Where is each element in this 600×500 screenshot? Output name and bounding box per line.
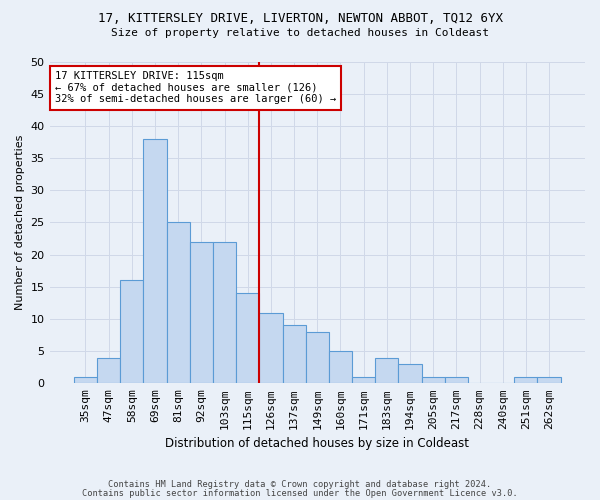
Bar (74, 377, 97, 384)
Bar (329, 351, 352, 384)
Bar (283, 326, 305, 384)
Bar (143, 138, 167, 384)
Bar (305, 332, 329, 384)
Bar (514, 377, 538, 384)
Bar (120, 280, 143, 384)
Bar (213, 242, 236, 384)
Bar (259, 312, 283, 384)
X-axis label: Distribution of detached houses by size in Coldeast: Distribution of detached houses by size … (165, 437, 469, 450)
Bar (538, 377, 560, 384)
Text: Contains public sector information licensed under the Open Government Licence v3: Contains public sector information licen… (82, 488, 518, 498)
Bar (398, 364, 422, 384)
Bar (352, 377, 375, 384)
Bar (422, 377, 445, 384)
Bar (190, 242, 213, 384)
Bar (236, 293, 259, 384)
Bar (375, 358, 398, 384)
Text: 17 KITTERSLEY DRIVE: 115sqm
← 67% of detached houses are smaller (126)
32% of se: 17 KITTERSLEY DRIVE: 115sqm ← 67% of det… (55, 71, 336, 104)
Text: 17, KITTERSLEY DRIVE, LIVERTON, NEWTON ABBOT, TQ12 6YX: 17, KITTERSLEY DRIVE, LIVERTON, NEWTON A… (97, 12, 503, 26)
Text: Contains HM Land Registry data © Crown copyright and database right 2024.: Contains HM Land Registry data © Crown c… (109, 480, 491, 489)
Y-axis label: Number of detached properties: Number of detached properties (15, 134, 25, 310)
Bar (167, 222, 190, 384)
Bar (445, 377, 468, 384)
Bar (97, 358, 120, 384)
Text: Size of property relative to detached houses in Coldeast: Size of property relative to detached ho… (111, 28, 489, 38)
